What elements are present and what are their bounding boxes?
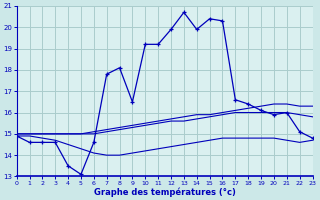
X-axis label: Graphe des températures (°c): Graphe des températures (°c) [94, 187, 236, 197]
